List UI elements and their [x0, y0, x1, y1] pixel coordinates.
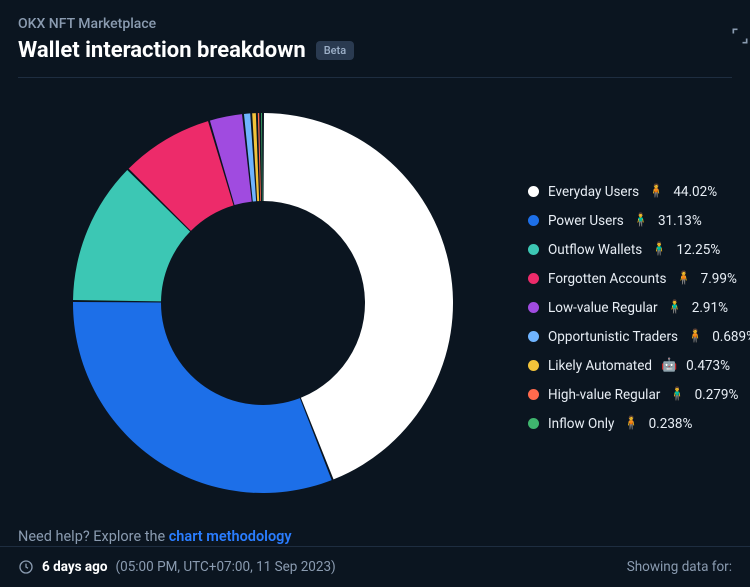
legend-label: Power Users: [548, 213, 624, 229]
legend-item[interactable]: Opportunistic Traders 🧍 0.689%: [528, 329, 750, 345]
legend-swatch: [528, 302, 539, 313]
legend-label: Forgotten Accounts: [548, 271, 666, 287]
legend-emoji: 🧍‍♂️: [651, 242, 667, 257]
legend-value: 0.689%: [712, 329, 750, 345]
legend-item[interactable]: Outflow Wallets 🧍‍♂️ 12.25%: [528, 242, 750, 258]
footer-timestamp: (05:00 PM, UTC+07:00, 11 Sep 2023): [115, 559, 335, 575]
legend-emoji: 🧍: [687, 329, 703, 344]
clock-icon: [18, 559, 34, 575]
footer: 6 days ago (05:00 PM, UTC+07:00, 11 Sep …: [0, 546, 750, 587]
legend-swatch: [528, 186, 539, 197]
chart-methodology-link[interactable]: chart methodology: [169, 528, 292, 545]
legend-label: Inflow Only: [548, 416, 614, 432]
chart-area: Everyday Users 🧍 44.02% Power Users 🧍‍♂️ 31.1…: [18, 88, 732, 522]
legend-item[interactable]: Forgotten Accounts 🧍 7.99%: [528, 271, 750, 287]
legend-emoji: 🤖: [661, 358, 677, 373]
legend: Everyday Users 🧍 44.02% Power Users 🧍‍♂️ 31.1…: [528, 166, 750, 445]
legend-swatch: [528, 273, 539, 284]
legend-label: Everyday Users: [548, 184, 639, 200]
legend-item[interactable]: Low-value Regular 🧍‍♂️ 2.91%: [528, 300, 750, 316]
donut-slice[interactable]: [73, 302, 332, 493]
help-prefix: Need help? Explore the: [18, 528, 169, 545]
legend-swatch: [528, 418, 539, 429]
donut-slice[interactable]: [261, 113, 262, 201]
legend-value: 0.238%: [649, 416, 693, 432]
footer-age: 6 days ago: [42, 559, 107, 575]
divider: [18, 77, 732, 78]
legend-item[interactable]: Power Users 🧍‍♂️ 31.13%: [528, 213, 750, 229]
legend-label: Outflow Wallets: [548, 242, 642, 258]
legend-swatch: [528, 360, 539, 371]
legend-emoji: 🧍‍♂️: [667, 300, 683, 315]
legend-value: 2.91%: [692, 300, 728, 316]
legend-emoji: 🧍: [675, 271, 691, 286]
legend-value: 44.02%: [673, 184, 717, 200]
legend-label: Low-value Regular: [548, 300, 658, 316]
beta-badge: Beta: [316, 41, 354, 60]
legend-emoji: 🧍‍♂️: [633, 213, 649, 228]
legend-emoji: 🧍: [648, 184, 664, 199]
help-row: Need help? Explore the chart methodology: [18, 528, 732, 545]
legend-label: High-value Regular: [548, 387, 660, 403]
legend-swatch: [528, 389, 539, 400]
title-row: Wallet interaction breakdown Beta: [18, 38, 732, 63]
legend-label: Likely Automated: [548, 358, 652, 374]
legend-swatch: [528, 331, 539, 342]
legend-item[interactable]: Everyday Users 🧍 44.02%: [528, 184, 750, 200]
legend-label: Opportunistic Traders: [548, 329, 678, 345]
legend-value: 12.25%: [676, 242, 720, 258]
legend-swatch: [528, 215, 539, 226]
legend-value: 0.473%: [686, 358, 730, 374]
legend-swatch: [528, 244, 539, 255]
legend-item[interactable]: High-value Regular 🧍‍♂️ 0.279%: [528, 387, 750, 403]
donut-chart: [18, 88, 508, 522]
legend-emoji: 🧍‍♂️: [669, 387, 685, 402]
card-subtitle: OKX NFT Marketplace: [18, 16, 732, 32]
legend-item[interactable]: Likely Automated 🤖 0.473%: [528, 358, 750, 374]
legend-value: 31.13%: [658, 213, 702, 229]
legend-item[interactable]: Inflow Only 🧍 0.238%: [528, 416, 750, 432]
footer-right-label: Showing data for:: [627, 559, 732, 575]
card-title: Wallet interaction breakdown: [18, 38, 306, 63]
expand-icon[interactable]: [730, 26, 750, 50]
legend-emoji: 🧍: [623, 416, 639, 431]
legend-value: 7.99%: [701, 271, 737, 287]
legend-value: 0.279%: [695, 387, 739, 403]
